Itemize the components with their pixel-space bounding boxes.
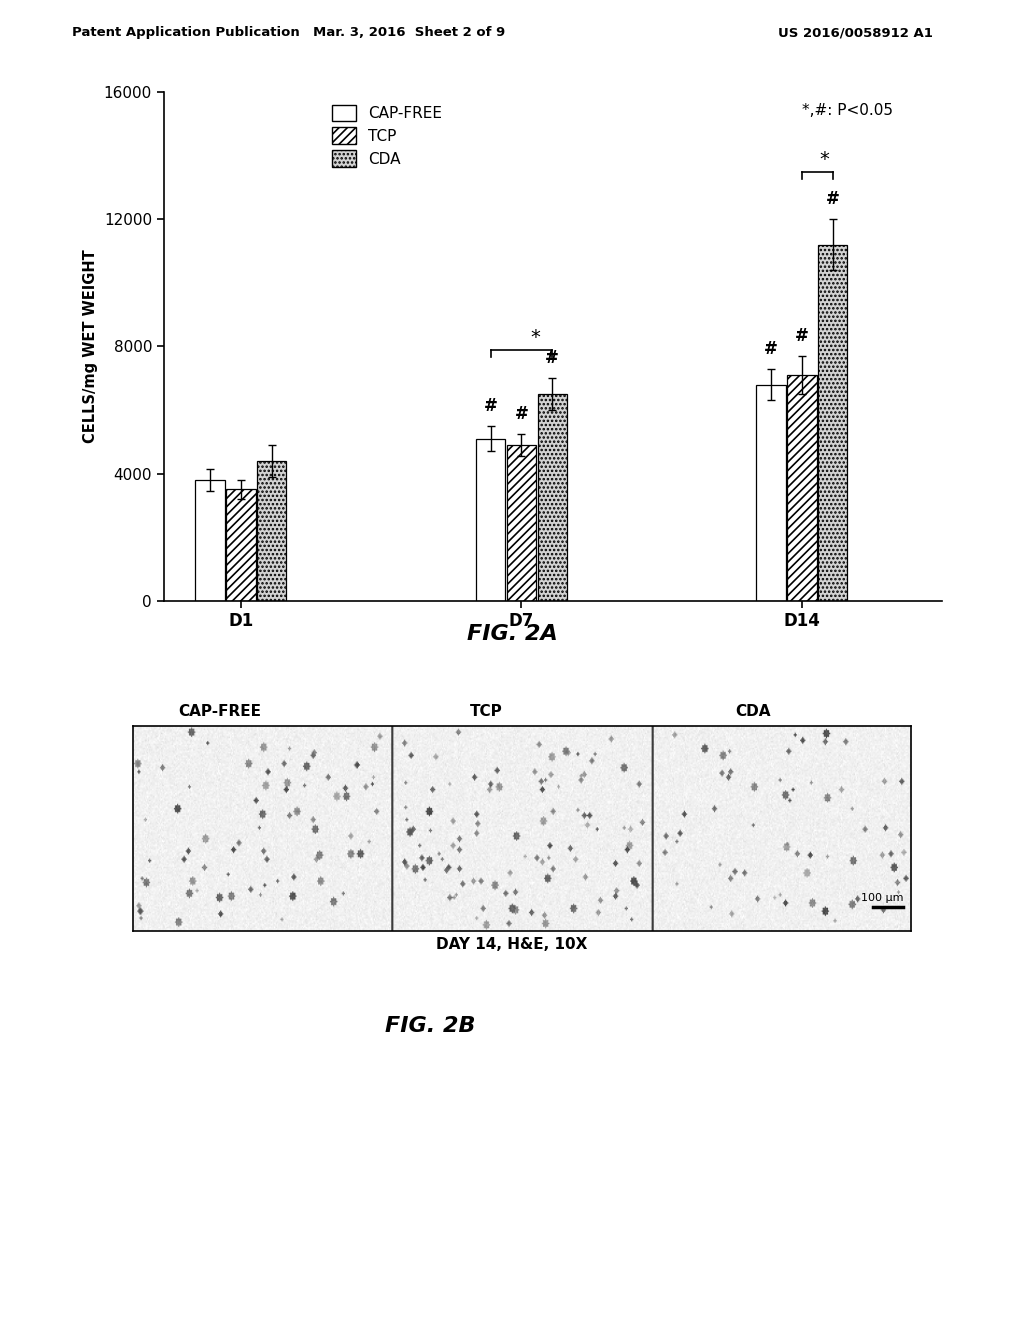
Bar: [476, 438, 505, 601]
Text: #: #: [483, 397, 498, 414]
Y-axis label: CELLS/mg WET WEIGHT: CELLS/mg WET WEIGHT: [83, 249, 98, 444]
Bar: [226, 490, 256, 601]
Text: US 2016/0058912 A1: US 2016/0058912 A1: [778, 26, 933, 40]
Bar: [257, 461, 287, 601]
Text: TCP: TCP: [470, 705, 503, 719]
Text: Patent Application Publication: Patent Application Publication: [72, 26, 299, 40]
Bar: [507, 445, 536, 601]
Text: *: *: [819, 150, 829, 169]
Bar: [787, 375, 816, 601]
Text: *,#: P<0.05: *,#: P<0.05: [802, 103, 893, 117]
Text: #: #: [546, 350, 559, 367]
Bar: [818, 244, 847, 601]
Text: 100 μm: 100 μm: [861, 892, 903, 903]
Text: CDA: CDA: [735, 705, 770, 719]
Bar: [196, 480, 224, 601]
Text: DAY 14, H&E, 10X: DAY 14, H&E, 10X: [436, 937, 588, 952]
Legend: CAP-FREE, TCP, CDA: CAP-FREE, TCP, CDA: [327, 100, 446, 172]
Bar: [757, 384, 785, 601]
Text: #: #: [514, 405, 528, 422]
Text: FIG. 2A: FIG. 2A: [467, 624, 557, 644]
Text: Mar. 3, 2016  Sheet 2 of 9: Mar. 3, 2016 Sheet 2 of 9: [313, 26, 506, 40]
Text: #: #: [764, 339, 778, 358]
Text: CAP-FREE: CAP-FREE: [178, 705, 262, 719]
Text: *: *: [530, 329, 541, 347]
Bar: [538, 395, 567, 601]
Text: #: #: [795, 327, 809, 345]
Text: #: #: [825, 190, 840, 209]
Text: FIG. 2B: FIG. 2B: [385, 1016, 475, 1036]
